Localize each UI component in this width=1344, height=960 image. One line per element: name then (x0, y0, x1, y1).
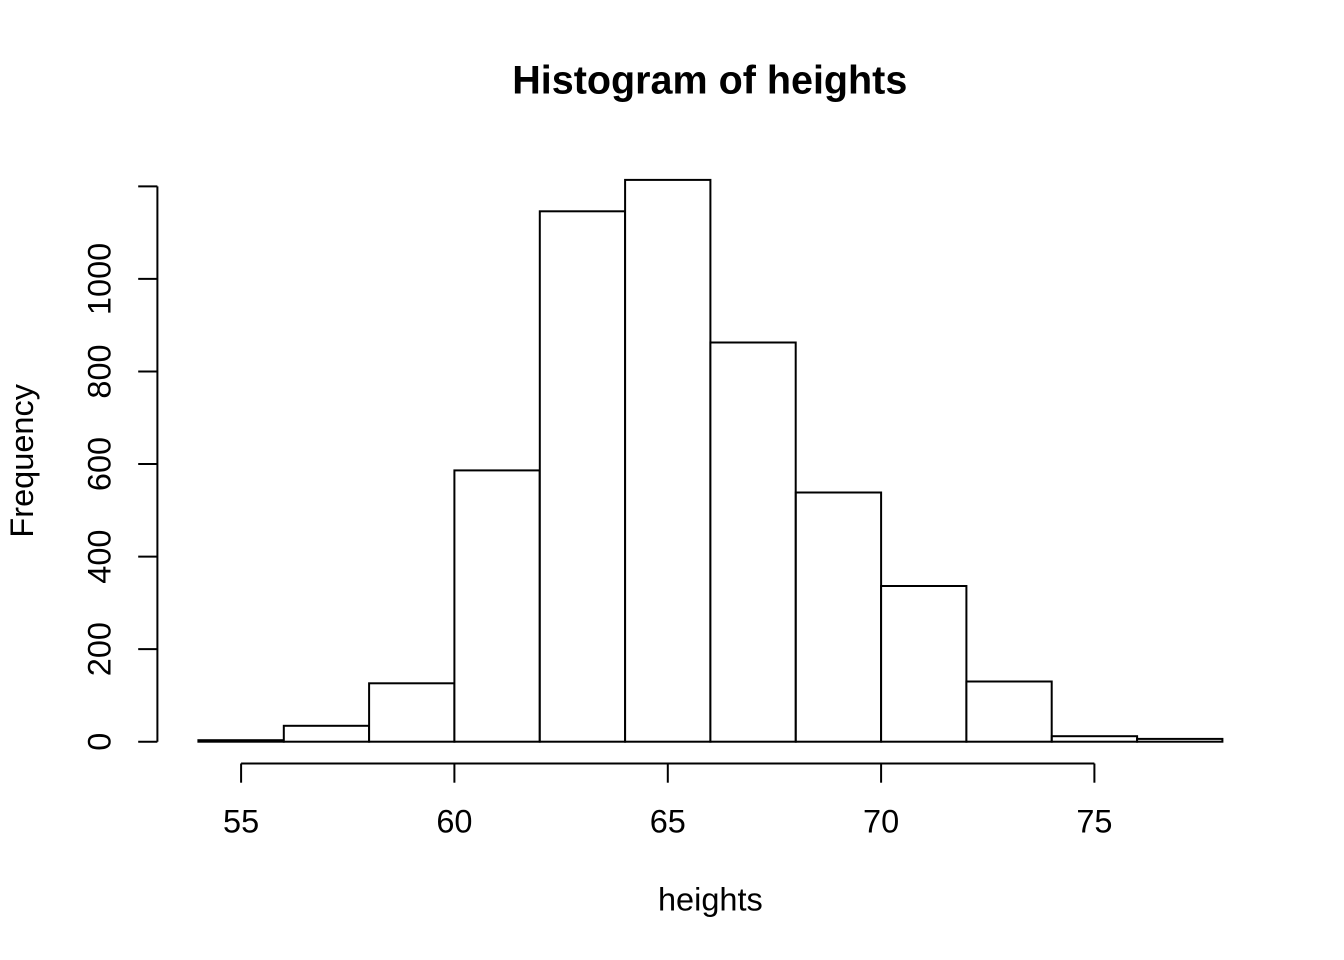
svg-text:75: 75 (1076, 804, 1112, 840)
svg-text:400: 400 (82, 529, 118, 583)
svg-text:1000: 1000 (82, 243, 118, 315)
svg-text:Frequency: Frequency (4, 383, 40, 537)
svg-text:70: 70 (863, 804, 899, 840)
svg-text:65: 65 (650, 804, 686, 840)
svg-text:55: 55 (223, 804, 259, 840)
svg-text:800: 800 (82, 344, 118, 398)
svg-text:heights: heights (658, 881, 763, 917)
svg-text:600: 600 (82, 437, 118, 491)
svg-text:200: 200 (82, 622, 118, 676)
svg-text:0: 0 (82, 733, 118, 751)
svg-text:60: 60 (436, 804, 472, 840)
svg-text:Histogram of heights: Histogram of heights (512, 58, 907, 102)
